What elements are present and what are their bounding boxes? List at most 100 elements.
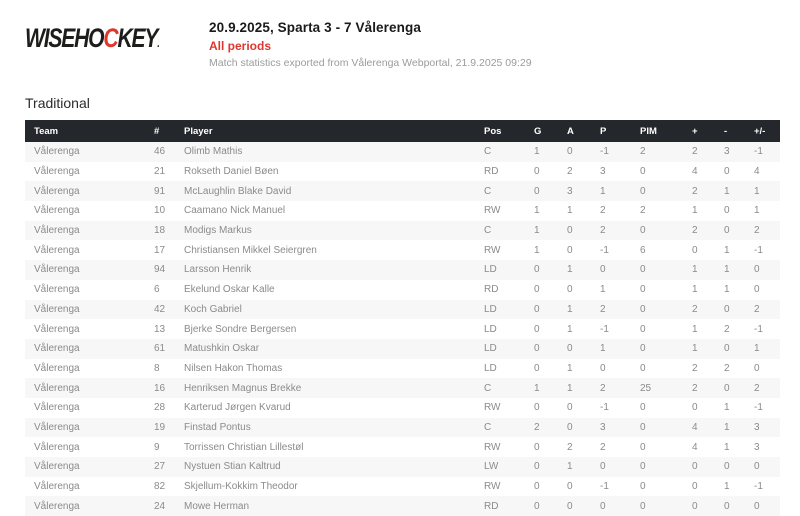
assists-cell: 0: [567, 284, 573, 296]
jersey-number-cell: 91: [154, 185, 166, 197]
team-cell: Vålerenga: [34, 421, 80, 433]
player-row: Vålerenga 46 Olimb Mathis C 1 0 -1 2 2 3 -1: [25, 142, 780, 162]
goals-cell: 0: [534, 303, 540, 315]
player-row: Vålerenga 82 Skjellum-Kokkim Theodor RW 0 0 -1…: [25, 476, 780, 497]
points-cell: 0: [600, 461, 606, 473]
plus-cell: 0: [692, 500, 698, 512]
minus-cell: 0: [724, 303, 730, 315]
player-name-cell: Karterud Jørgen Kvarud: [184, 402, 291, 414]
player-table-body: Vålerenga 46 Olimb Mathis C 1 0 -1 2 2 3 -1 Våleren…: [25, 142, 780, 516]
plus-cell: 1: [692, 343, 698, 355]
plus-cell: 0: [692, 244, 698, 256]
column-header-pos: Pos: [475, 120, 525, 142]
plus-cell: 2: [692, 362, 698, 374]
player-name-cell: Christiansen Mikkel Seiergren: [184, 244, 317, 256]
minus-cell: 1: [724, 185, 730, 197]
plus-minus-cell: 1: [754, 205, 760, 217]
pim-cell: 25: [640, 382, 652, 394]
team-cell: Vålerenga: [34, 402, 80, 414]
goals-cell: 0: [534, 402, 540, 414]
position-cell: C: [484, 421, 492, 433]
plus-minus-cell: 3: [754, 421, 760, 433]
plus-minus-cell: 1: [754, 185, 760, 197]
player-name-cell: McLaughlin Blake David: [184, 185, 292, 197]
player-row: Vålerenga 21 Rokseth Daniel Bøen RD 0 2 3 0 4 0 4: [25, 161, 780, 182]
plus-minus-cell: 2: [754, 225, 760, 237]
assists-cell: 0: [567, 146, 573, 158]
player-row: Vålerenga 10 Caamano Nick Manuel RW 1 1 2 2 1 0 1: [25, 201, 780, 221]
goals-cell: 0: [534, 166, 540, 178]
team-cell: Vålerenga: [34, 185, 80, 197]
assists-cell: 0: [567, 225, 573, 237]
plus-minus-cell: 0: [754, 284, 760, 296]
logo-accent-letter: C: [103, 23, 118, 53]
plus-minus-cell: -1: [754, 244, 763, 256]
goals-cell: 1: [534, 225, 540, 237]
player-row: Vålerenga 9 Torrissen Christian Lillestøl R…: [25, 437, 780, 457]
goals-cell: 2: [534, 421, 540, 433]
jersey-number-cell: 6: [154, 284, 160, 296]
jersey-number-cell: 42: [154, 303, 166, 315]
pim-cell: 0: [640, 481, 646, 493]
position-cell: RW: [484, 441, 501, 453]
assists-cell: 0: [567, 500, 573, 512]
plus-minus-cell: -1: [754, 323, 763, 335]
assists-cell: 1: [567, 264, 573, 276]
pim-cell: 2: [640, 146, 646, 158]
pim-cell: 0: [640, 323, 646, 335]
team-cell: Vålerenga: [34, 146, 80, 158]
plus-cell: 4: [692, 441, 698, 453]
jersey-number-cell: 13: [154, 323, 166, 335]
team-cell: Vålerenga: [34, 323, 80, 335]
wisehockey-logo: WISEHOCKEY.: [25, 18, 177, 54]
assists-cell: 1: [567, 362, 573, 374]
column-header-plus: +: [683, 120, 715, 142]
jersey-number-cell: 82: [154, 481, 166, 493]
section-title-traditional: Traditional: [25, 95, 90, 111]
points-cell: -1: [600, 146, 609, 158]
jersey-number-cell: 9: [154, 441, 160, 453]
jersey-number-cell: 27: [154, 461, 166, 473]
team-cell: Vålerenga: [34, 264, 80, 276]
player-row: Vålerenga 19 Finstad Pontus C 2 0 3 0 4 1 3: [25, 417, 780, 438]
pim-cell: 0: [640, 225, 646, 237]
player-name-cell: Nystuen Stian Kaltrud: [184, 461, 281, 473]
player-name-cell: Nilsen Hakon Thomas: [184, 362, 283, 374]
points-cell: 1: [600, 185, 606, 197]
player-name-cell: Ekelund Oskar Kalle: [184, 284, 275, 296]
minus-cell: 1: [724, 402, 730, 414]
plus-cell: 1: [692, 205, 698, 217]
wisehockey-logo-text: WISEHOCKEY.: [25, 23, 160, 54]
logo-part-1: WISEHO: [25, 23, 105, 53]
player-name-cell: Skjellum-Kokkim Theodor: [184, 481, 298, 493]
team-cell: Vålerenga: [34, 362, 80, 374]
assists-cell: 2: [567, 166, 573, 178]
player-row: Vålerenga 6 Ekelund Oskar Kalle RD 0 0 1 0 1 1 0: [25, 279, 780, 300]
assists-cell: 1: [567, 323, 573, 335]
jersey-number-cell: 8: [154, 362, 160, 374]
position-cell: LD: [484, 343, 497, 355]
player-row: Vålerenga 61 Matushkin Oskar LD 0 0 1 0 1 0 1: [25, 338, 780, 359]
player-name-cell: Modigs Markus: [184, 225, 252, 237]
points-cell: 3: [600, 421, 606, 433]
assists-cell: 3: [567, 185, 573, 197]
assists-cell: 1: [567, 303, 573, 315]
goals-cell: 0: [534, 284, 540, 296]
jersey-number-cell: 94: [154, 264, 166, 276]
position-cell: RD: [484, 500, 499, 512]
column-header-assists: A: [558, 120, 591, 142]
plus-cell: 2: [692, 185, 698, 197]
match-title: 20.9.2025, Sparta 3 - 7 Vålerenga: [209, 20, 421, 35]
points-cell: -1: [600, 323, 609, 335]
column-header-minus: -: [715, 120, 745, 142]
export-note: Match statistics exported from Vålerenga…: [209, 57, 532, 69]
player-name-cell: Caamano Nick Manuel: [184, 205, 286, 217]
player-row: Vålerenga 16 Henriksen Magnus Brekke C 1 1 2 25…: [25, 378, 780, 398]
goals-cell: 0: [534, 323, 540, 335]
plus-minus-cell: 0: [754, 362, 760, 374]
goals-cell: 0: [534, 343, 540, 355]
points-cell: 0: [600, 362, 606, 374]
goals-cell: 0: [534, 481, 540, 493]
plus-minus-cell: 4: [754, 166, 760, 178]
